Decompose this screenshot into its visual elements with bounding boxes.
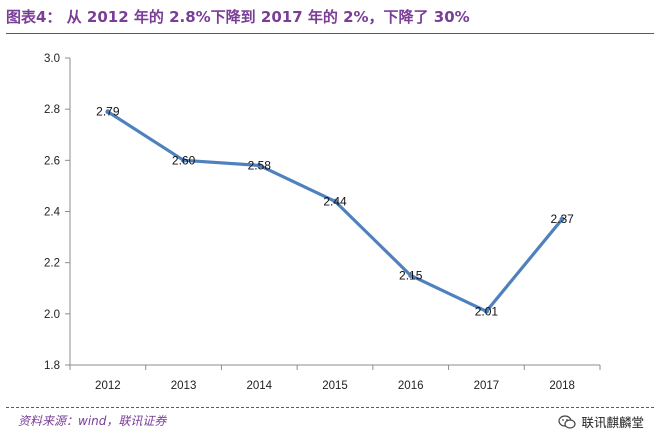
data-label: 2.37 bbox=[550, 212, 574, 226]
x-tick-label: 2017 bbox=[474, 380, 500, 392]
footer-divider bbox=[6, 407, 654, 408]
source-note: 资料来源：wind，联讯证券 bbox=[18, 414, 167, 428]
data-point bbox=[559, 216, 565, 222]
series-layer bbox=[105, 109, 565, 314]
data-label: 2.79 bbox=[96, 105, 120, 119]
x-tick-label: 2015 bbox=[322, 380, 348, 392]
x-tick-label: 2016 bbox=[398, 380, 424, 392]
series-line bbox=[106, 110, 564, 313]
y-tick-label: 1.8 bbox=[44, 360, 60, 372]
data-point bbox=[105, 109, 111, 115]
data-labels: 2.79 2.60 2.58 2.44 2.15 2.01 2.37 bbox=[96, 105, 574, 319]
chart-title: 图表4： 从 2012 年的 2.8%下降到 2017 年的 2%，下降了 30… bbox=[6, 8, 470, 26]
x-tick-label: 2014 bbox=[246, 380, 272, 392]
y-tick-label: 2.6 bbox=[44, 155, 60, 167]
data-label: 2.01 bbox=[475, 304, 499, 318]
data-point bbox=[181, 157, 187, 163]
x-tick-label: 2012 bbox=[95, 380, 121, 392]
data-point bbox=[408, 272, 414, 278]
data-label: 2.58 bbox=[248, 158, 272, 172]
x-tick-label: 2018 bbox=[549, 380, 575, 392]
line-chart: 1.82.02.22.42.62.83.0 2012 2013 2014 2015 20… bbox=[44, 53, 601, 392]
watermark-text: 联讯麒麟堂 bbox=[581, 415, 644, 430]
y-tick-label: 2.8 bbox=[44, 104, 60, 116]
y-tick-label: 2.2 bbox=[44, 258, 60, 270]
data-point bbox=[332, 198, 338, 204]
chart-axes bbox=[69, 58, 600, 366]
y-tick-label: 2.4 bbox=[44, 207, 61, 219]
data-label: 2.15 bbox=[399, 268, 423, 282]
x-tick-label: 2013 bbox=[171, 380, 197, 392]
x-axis-ticks: 2012 2013 2014 2015 2016 2017 2018 bbox=[69, 365, 601, 392]
data-point bbox=[256, 162, 262, 168]
data-point bbox=[483, 308, 489, 314]
data-label: 2.60 bbox=[172, 153, 196, 167]
watermark: 联讯麒麟堂 bbox=[558, 412, 644, 431]
title-divider bbox=[6, 33, 654, 34]
wechat-icon bbox=[558, 414, 577, 429]
y-tick-label: 2.0 bbox=[44, 309, 60, 321]
data-label: 2.44 bbox=[323, 194, 347, 208]
y-tick-label: 3.0 bbox=[44, 53, 60, 65]
y-axis-ticks: 1.8 2.0 2.2 2.4 2.6 2.8 3.0 bbox=[44, 53, 70, 372]
